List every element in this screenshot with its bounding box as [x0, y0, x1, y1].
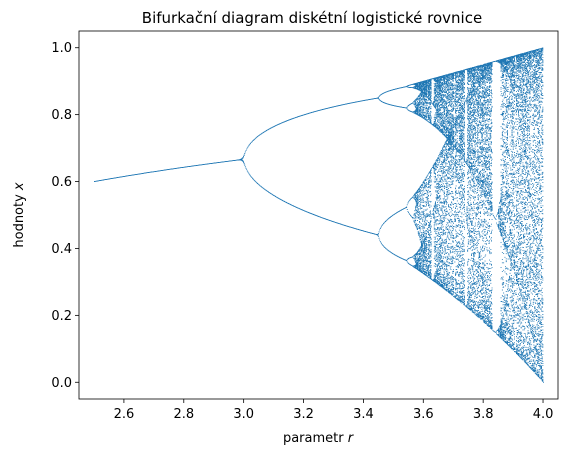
y-tick-label: 1.0 — [51, 41, 72, 56]
y-tick-label: 0.6 — [51, 175, 72, 190]
x-tick-label: 4.0 — [533, 407, 554, 422]
bifurcation-points — [94, 47, 544, 383]
x-axis-title-variable: r — [348, 431, 355, 446]
x-tick-label: 3.8 — [473, 407, 494, 422]
y-axis: 0.0 0.2 0.4 0.6 0.8 1.0 — [51, 41, 79, 391]
chart-title: Bifurkační diagram diskétní logistické r… — [142, 9, 482, 27]
y-tick-label: 0.4 — [51, 242, 72, 257]
y-axis-title-text: hodnoty — [12, 190, 27, 248]
x-axis-title: parametr r — [283, 431, 355, 446]
y-axis-title-variable: x — [12, 182, 27, 191]
x-tick-label: 2.6 — [114, 407, 135, 422]
y-axis-title: hodnoty x — [12, 182, 27, 248]
x-tick-label: 3.4 — [353, 407, 374, 422]
plot-frame — [78, 30, 559, 400]
x-tick-label: 3.0 — [233, 407, 254, 422]
x-axis-title-text: parametr — [283, 431, 348, 446]
data-points — [94, 47, 544, 383]
x-tick-label: 2.8 — [173, 407, 194, 422]
x-tick-label: 3.2 — [293, 407, 314, 422]
x-axis: 2.6 2.8 3.0 3.2 3.4 3.6 3.8 4.0 — [114, 399, 554, 422]
y-tick-label: 0.2 — [51, 309, 72, 324]
x-tick-label: 3.6 — [413, 407, 434, 422]
y-tick-label: 0.8 — [51, 108, 72, 123]
y-tick-label: 0.0 — [51, 376, 72, 391]
